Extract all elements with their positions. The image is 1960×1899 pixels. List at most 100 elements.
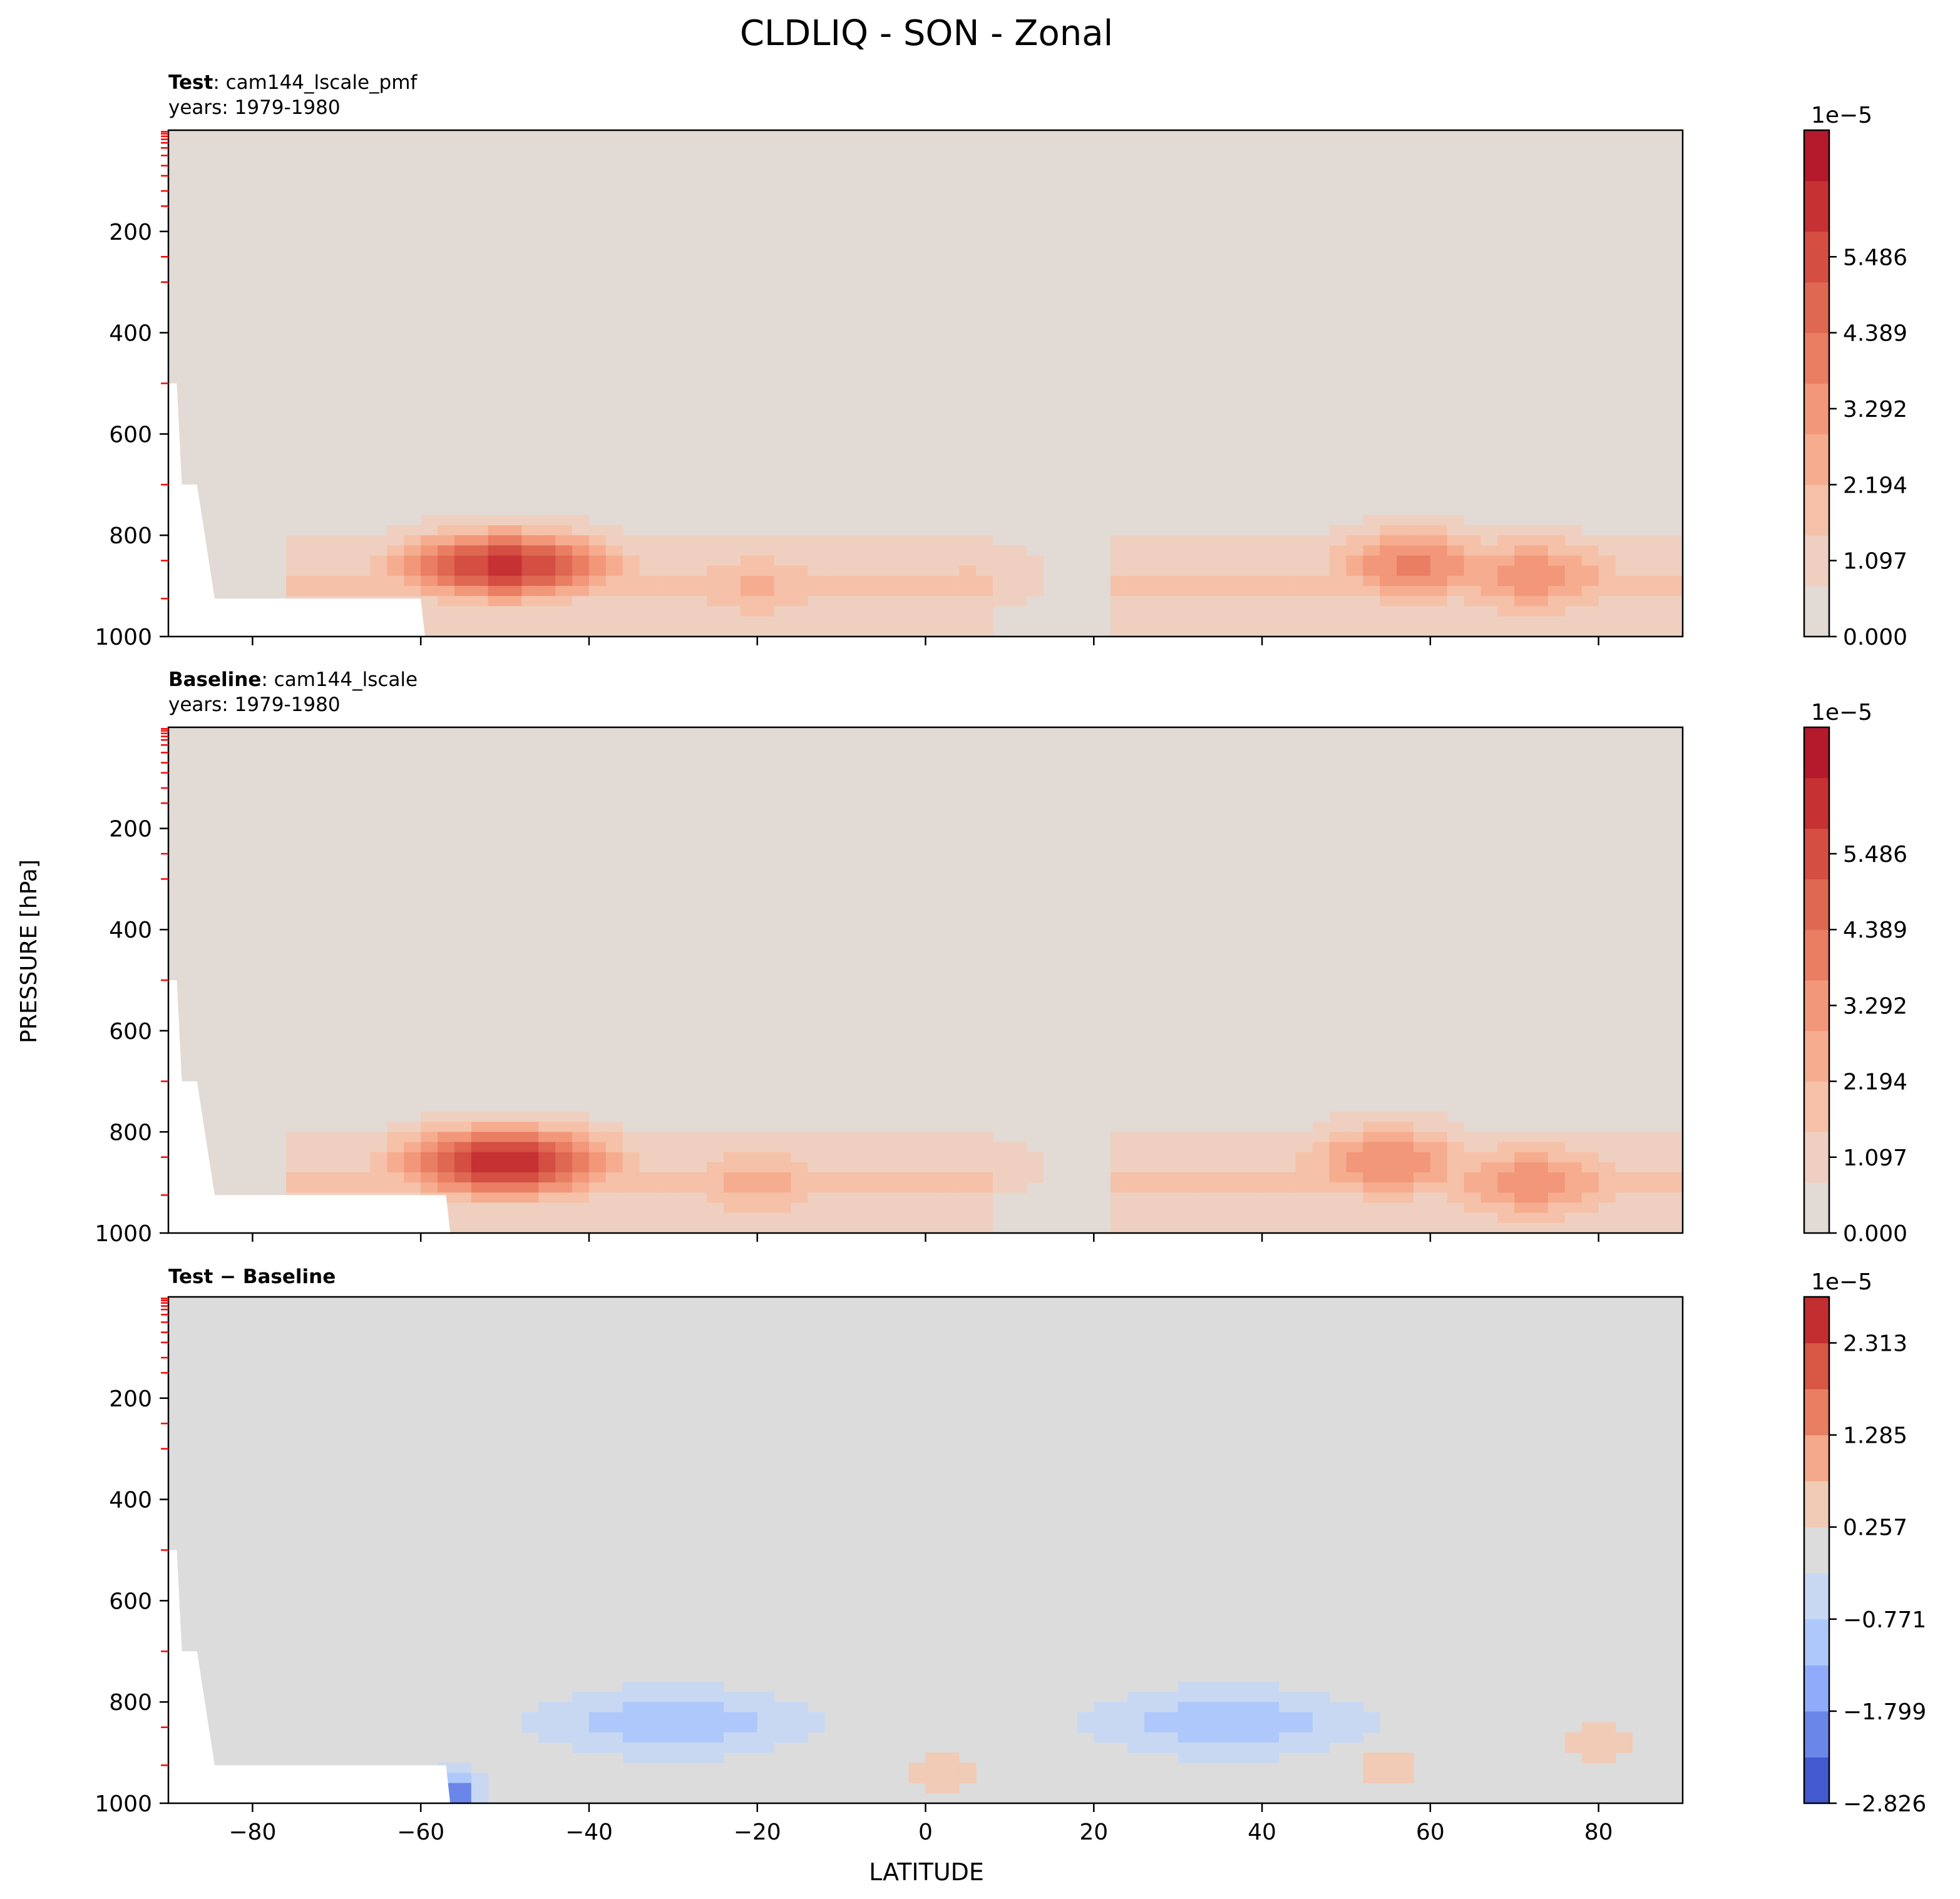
contour-cell bbox=[690, 1212, 707, 1224]
colorbar-tick-label: 5.486 bbox=[1843, 842, 1907, 868]
contour-cell bbox=[1144, 586, 1162, 596]
contour-cell bbox=[605, 1142, 623, 1153]
contour-cell bbox=[404, 545, 421, 556]
contour-cell bbox=[1111, 575, 1128, 586]
contour-cell bbox=[1564, 1202, 1583, 1214]
contour-cell bbox=[1278, 1722, 1296, 1733]
contour-cell bbox=[1262, 1681, 1280, 1692]
contour-cell bbox=[1598, 606, 1616, 617]
contour-cell bbox=[740, 1142, 758, 1153]
contour-cell bbox=[1480, 565, 1498, 576]
contour-cell bbox=[588, 1692, 607, 1702]
contour-cell bbox=[438, 1182, 455, 1193]
contour-cell bbox=[421, 1162, 438, 1173]
contour-cell bbox=[656, 1172, 674, 1183]
contour-cell bbox=[942, 586, 960, 596]
contour-cell bbox=[421, 575, 438, 586]
contour-cell bbox=[588, 1172, 607, 1183]
contour-cell bbox=[605, 1212, 623, 1224]
contour-cell bbox=[1464, 1222, 1482, 1234]
contour-cell bbox=[538, 1182, 556, 1193]
contour-cell bbox=[1194, 1132, 1213, 1143]
contour-cell bbox=[1312, 555, 1330, 566]
contour-cell bbox=[757, 535, 775, 546]
contour-cell bbox=[875, 1202, 893, 1214]
contour-cell bbox=[555, 616, 573, 627]
contour-cell bbox=[1228, 1712, 1246, 1723]
contour-cell bbox=[1380, 1172, 1397, 1183]
contour-cell bbox=[1009, 575, 1027, 586]
contour-cell bbox=[1211, 586, 1229, 596]
contour-cell bbox=[1464, 525, 1482, 536]
contour-cell bbox=[1111, 1222, 1128, 1234]
contour-cell bbox=[791, 1152, 808, 1163]
contour-cell bbox=[841, 535, 859, 546]
contour-cell bbox=[774, 626, 792, 637]
contour-cell bbox=[1144, 1732, 1162, 1743]
contour-cell bbox=[723, 1132, 741, 1143]
contour-cell bbox=[555, 555, 573, 566]
contour-cell bbox=[1666, 1222, 1683, 1234]
contour-cell bbox=[707, 1753, 724, 1763]
contour-cell bbox=[1547, 1202, 1566, 1214]
contour-cell bbox=[959, 545, 977, 556]
contour-cell bbox=[1228, 596, 1246, 607]
contour-cell bbox=[1615, 1222, 1633, 1234]
contour-cell bbox=[1380, 575, 1397, 586]
contour-cell bbox=[774, 565, 792, 576]
contour-cell bbox=[1632, 626, 1650, 637]
contour-cell bbox=[1464, 616, 1482, 627]
contour-cell bbox=[925, 1763, 943, 1774]
contour-cell bbox=[858, 545, 876, 556]
contour-cell bbox=[723, 545, 741, 556]
contour-cell bbox=[723, 1222, 741, 1234]
contour-cell bbox=[824, 555, 842, 566]
contour-cell bbox=[774, 616, 792, 627]
contour-cell bbox=[1497, 565, 1515, 576]
contour-cell bbox=[925, 575, 943, 586]
contour-cell bbox=[1329, 1182, 1347, 1193]
contour-cell bbox=[1649, 596, 1666, 607]
contour-cell bbox=[1295, 545, 1313, 556]
contour-cell bbox=[1194, 1742, 1213, 1753]
contour-cell bbox=[1447, 606, 1465, 617]
y-tick-label: 600 bbox=[109, 1589, 152, 1614]
contour-cell bbox=[639, 586, 657, 596]
contour-cell bbox=[1228, 1702, 1246, 1712]
contour-cell bbox=[1228, 545, 1246, 556]
contour-cell bbox=[656, 1222, 674, 1234]
contour-cell bbox=[1363, 1753, 1380, 1763]
contour-cell bbox=[605, 1722, 623, 1733]
contour-cell bbox=[438, 575, 455, 586]
contour-cell bbox=[1497, 1152, 1515, 1163]
contour-cell bbox=[1649, 616, 1666, 627]
contour-cell bbox=[1497, 1142, 1515, 1153]
contour-cell bbox=[555, 1142, 573, 1153]
contour-cell bbox=[1632, 555, 1650, 566]
contour-cell bbox=[908, 575, 926, 586]
contour-cell bbox=[1211, 575, 1229, 586]
contour-cell bbox=[438, 525, 455, 536]
contour-cell bbox=[824, 1212, 842, 1224]
contour-cell bbox=[572, 586, 590, 596]
contour-cell bbox=[1346, 1702, 1363, 1712]
contour-cell bbox=[1666, 1152, 1683, 1163]
contour-cell bbox=[774, 545, 792, 556]
contour-cell bbox=[774, 606, 792, 617]
contour-cell bbox=[353, 1172, 371, 1183]
contour-cell bbox=[723, 1692, 741, 1702]
contour-cell bbox=[1245, 575, 1263, 586]
contour-cell bbox=[1447, 555, 1465, 566]
contour-cell bbox=[690, 606, 707, 617]
contour-cell bbox=[1178, 1152, 1196, 1163]
colorbar-level bbox=[1804, 1435, 1829, 1482]
contour-cell bbox=[1615, 565, 1633, 576]
contour-cell bbox=[1480, 596, 1498, 607]
contour-cell bbox=[740, 586, 758, 596]
contour-cell bbox=[1127, 596, 1145, 607]
contour-cell bbox=[774, 575, 792, 586]
contour-cell bbox=[1480, 616, 1498, 627]
contour-cell bbox=[1194, 1702, 1213, 1712]
contour-cell bbox=[1312, 1192, 1330, 1204]
contour-cell bbox=[925, 1182, 943, 1193]
